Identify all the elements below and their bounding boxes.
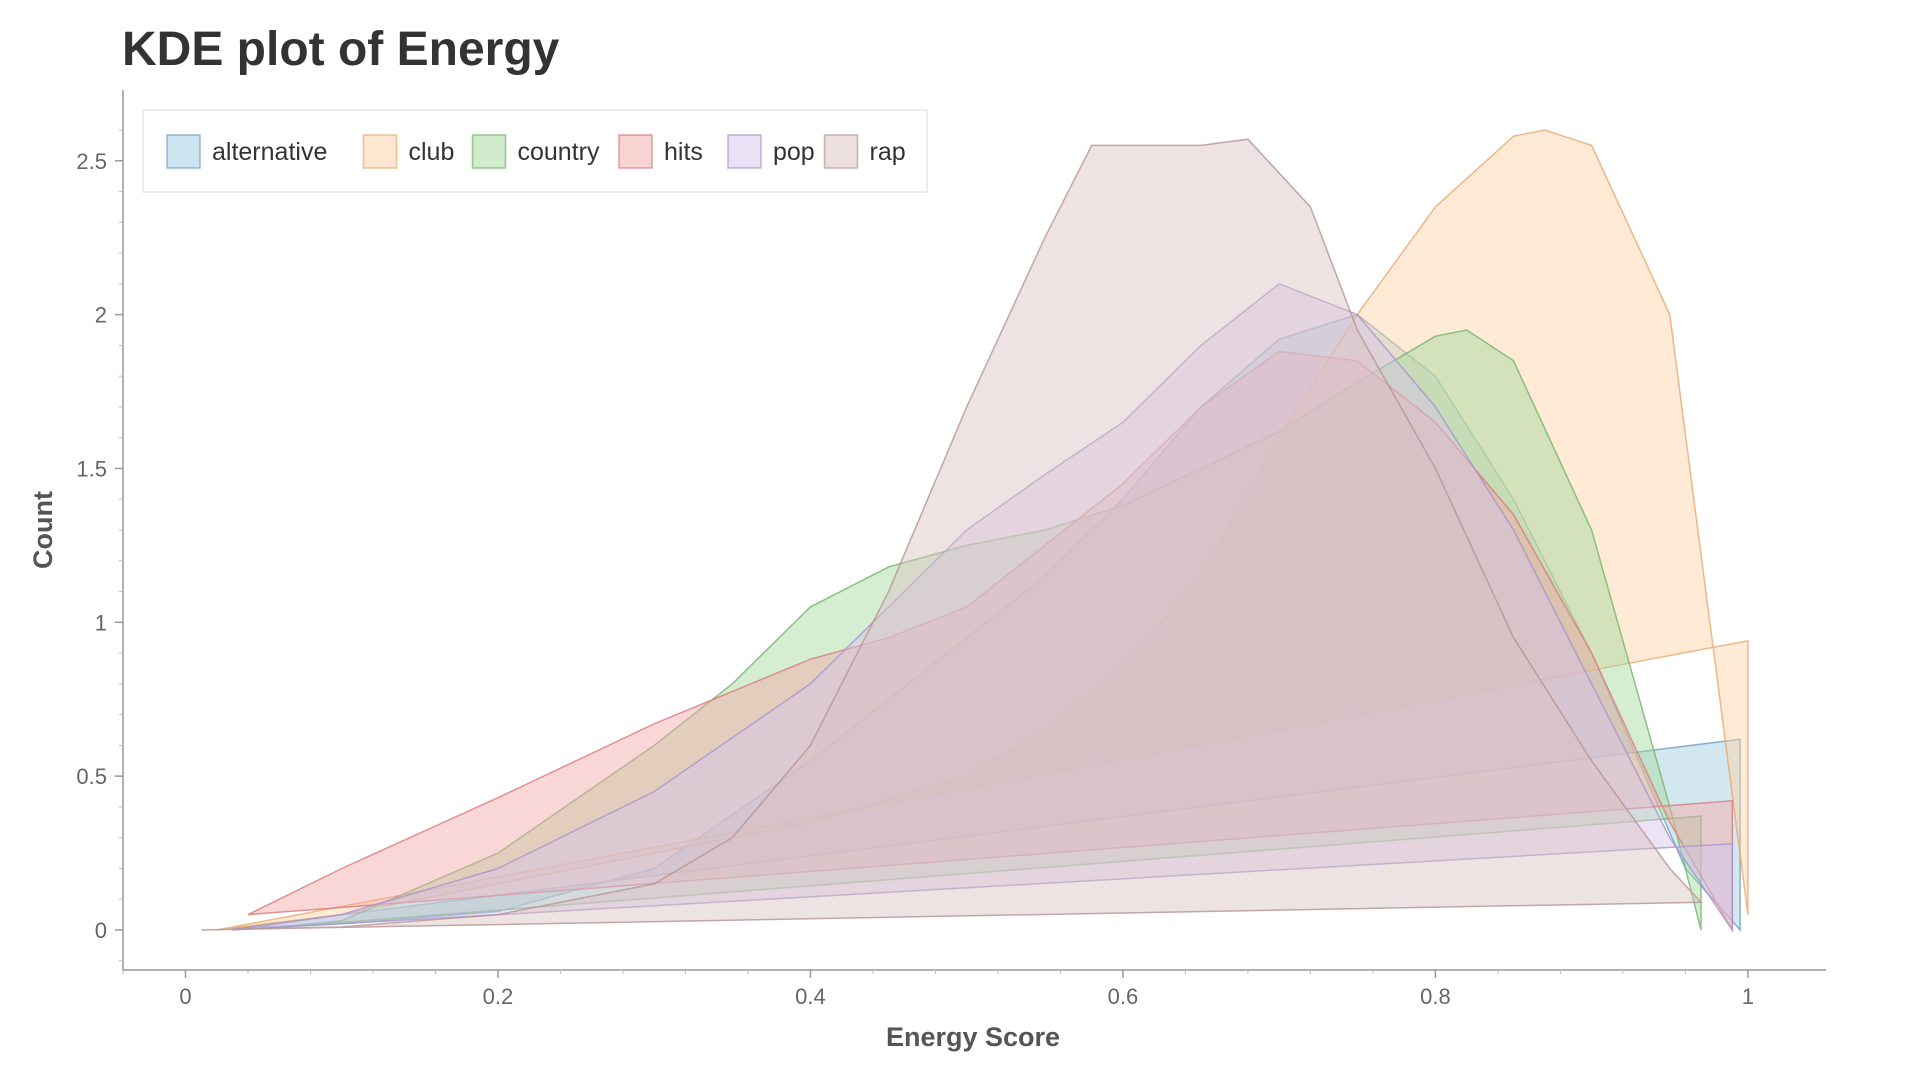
series-area-pop — [232, 282, 1734, 933]
legend-swatch-pop — [727, 134, 762, 169]
chart-title: KDE plot of Energy — [122, 23, 560, 76]
x-tick-label: 0.4 — [795, 984, 826, 1009]
series-area-rap — [201, 138, 1703, 931]
legend-swatch-alternative — [166, 134, 201, 169]
series-area-alternative — [232, 313, 1741, 932]
legend-swatch-rap — [823, 134, 859, 169]
series-area-club — [216, 129, 1749, 931]
legend-label-club: club — [409, 138, 455, 166]
series-area-hits — [247, 350, 1734, 933]
legend-label-pop: pop — [773, 138, 815, 166]
y-tick-label: 2.5 — [76, 149, 107, 174]
x-tick-label: 0 — [179, 984, 191, 1009]
legend-swatch-hits — [618, 134, 653, 169]
x-axis-label: Energy Score — [886, 1022, 1060, 1052]
x-tick-label: 1 — [1742, 984, 1754, 1009]
legend-label-alternative: alternative — [212, 138, 327, 166]
legend-box — [142, 109, 928, 193]
legend-label-rap: rap — [870, 138, 906, 166]
x-tick-label: 0.2 — [483, 984, 514, 1009]
y-axis-label: Count — [28, 491, 58, 569]
series-areas — [201, 129, 1749, 933]
y-tick-label: 0 — [95, 918, 107, 943]
y-tick-label: 1 — [95, 610, 107, 635]
legend-swatch-club — [362, 134, 398, 169]
legend: alternative club country hits pop rap — [142, 109, 928, 193]
y-tick-label: 0.5 — [76, 764, 107, 789]
y-tick-label: 2 — [95, 303, 107, 328]
series-area-country — [263, 329, 1702, 931]
chart-axes: 0 0.2 0.4 0.6 0.8 1 0 0.5 1 1.5 2 2.5 — [76, 90, 1826, 1009]
y-tick-label: 1.5 — [76, 456, 107, 481]
legend-label-hits: hits — [664, 138, 703, 166]
legend-label-country: country — [518, 138, 600, 166]
x-tick-label: 0.6 — [1108, 984, 1139, 1009]
x-tick-label: 0.8 — [1420, 984, 1451, 1009]
legend-swatch-country — [471, 134, 507, 169]
